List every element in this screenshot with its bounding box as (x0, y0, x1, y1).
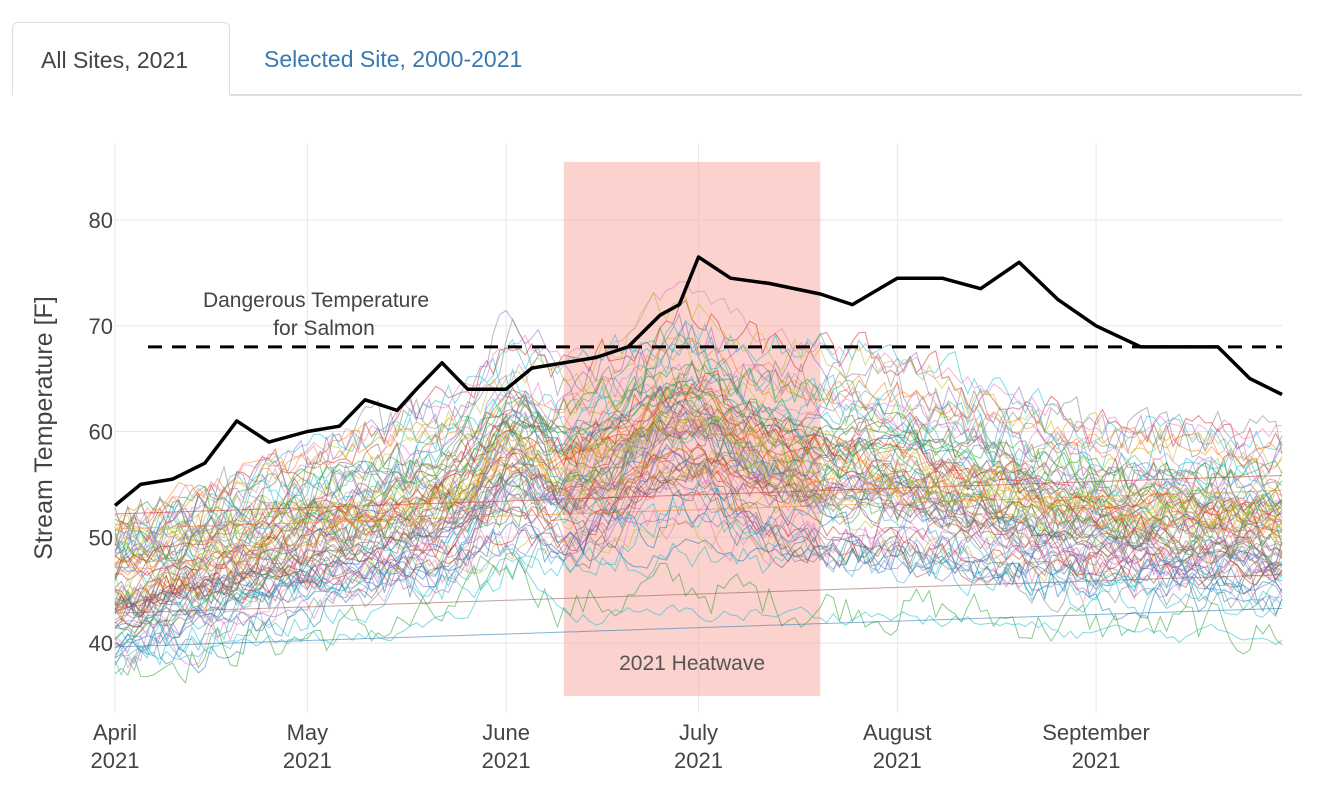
y-tick-label: 70 (89, 314, 113, 339)
x-tick-label: 2021 (1072, 748, 1121, 773)
site-series-line (114, 480, 1283, 613)
site-series-line (114, 443, 1283, 619)
x-tick-label: May (287, 720, 329, 745)
site-series-line (114, 291, 1283, 565)
site-series-line (114, 415, 1283, 555)
y-tick-label: 50 (89, 525, 113, 550)
chart-labels: Stream Temperature [F] Dangerous Temperat… (30, 289, 765, 675)
site-series-line (114, 475, 1283, 515)
site-series-line (114, 452, 1283, 613)
x-tick-label: June (482, 720, 530, 745)
site-series-line (114, 407, 1283, 621)
y-tick-label: 80 (89, 208, 113, 233)
site-series-line (114, 393, 1283, 618)
site-series-line (114, 398, 1283, 659)
tab-bar-divider (12, 94, 1302, 96)
x-tick-label: July (679, 720, 718, 745)
site-series-line (114, 280, 1283, 525)
site-series-line (114, 317, 1283, 552)
site-series-line (114, 443, 1283, 606)
site-series-line (114, 337, 1283, 553)
x-tick-label: September (1042, 720, 1150, 745)
site-series-line (114, 369, 1283, 627)
highlight-series-line (113, 255, 1283, 507)
highlight-series (113, 255, 1283, 507)
site-series-line (114, 557, 1283, 684)
site-series-line (114, 412, 1283, 578)
site-series-line (114, 416, 1283, 567)
site-series-line (114, 406, 1283, 537)
x-tick-label: 2021 (674, 748, 723, 773)
site-series-line (114, 607, 1283, 648)
site-series-line (114, 432, 1283, 618)
y-axis-label: Stream Temperature [F] (30, 296, 58, 560)
y-tick-label: 60 (89, 420, 113, 445)
chart-axes: 40 50 60 70 80 April 2021 May 2021 June 2021 July 20… (89, 208, 1150, 773)
site-series-line (114, 556, 1283, 665)
site-series-line (114, 514, 1283, 610)
x-tick-label: 2021 (283, 748, 332, 773)
x-tick-label: April (93, 720, 137, 745)
threshold-label-line1: Dangerous Temperature (203, 289, 429, 312)
y-tick-label: 40 (89, 631, 113, 656)
site-series-line (114, 505, 1283, 677)
site-series-line (114, 326, 1283, 551)
site-series-line (114, 542, 1283, 616)
site-series-line (114, 377, 1283, 588)
site-series-line (114, 456, 1283, 622)
tab-bar: All Sites, 2021 Selected Site, 2000-2021 (12, 22, 1302, 96)
site-series-line (114, 371, 1283, 616)
site-series-line (114, 470, 1283, 660)
threshold-label-line2: for Salmon (273, 317, 375, 340)
x-tick-label: August (863, 720, 932, 745)
site-series-line (114, 421, 1283, 573)
site-series-line (114, 309, 1283, 555)
x-tick-label: 2021 (873, 748, 922, 773)
site-series-line (114, 445, 1283, 576)
site-series-line (114, 419, 1283, 653)
tab-all-sites-2021[interactable]: All Sites, 2021 (12, 22, 230, 96)
x-tick-label: 2021 (482, 748, 531, 773)
heatwave-label: 2021 Heatwave (619, 652, 765, 675)
site-series-lines (114, 280, 1283, 684)
tab-selected-site-2000-2021[interactable]: Selected Site, 2000-2021 (264, 46, 523, 72)
site-series-line (114, 462, 1283, 672)
site-series-line (114, 358, 1283, 581)
x-tick-label: 2021 (91, 748, 140, 773)
site-series-line (114, 486, 1283, 674)
